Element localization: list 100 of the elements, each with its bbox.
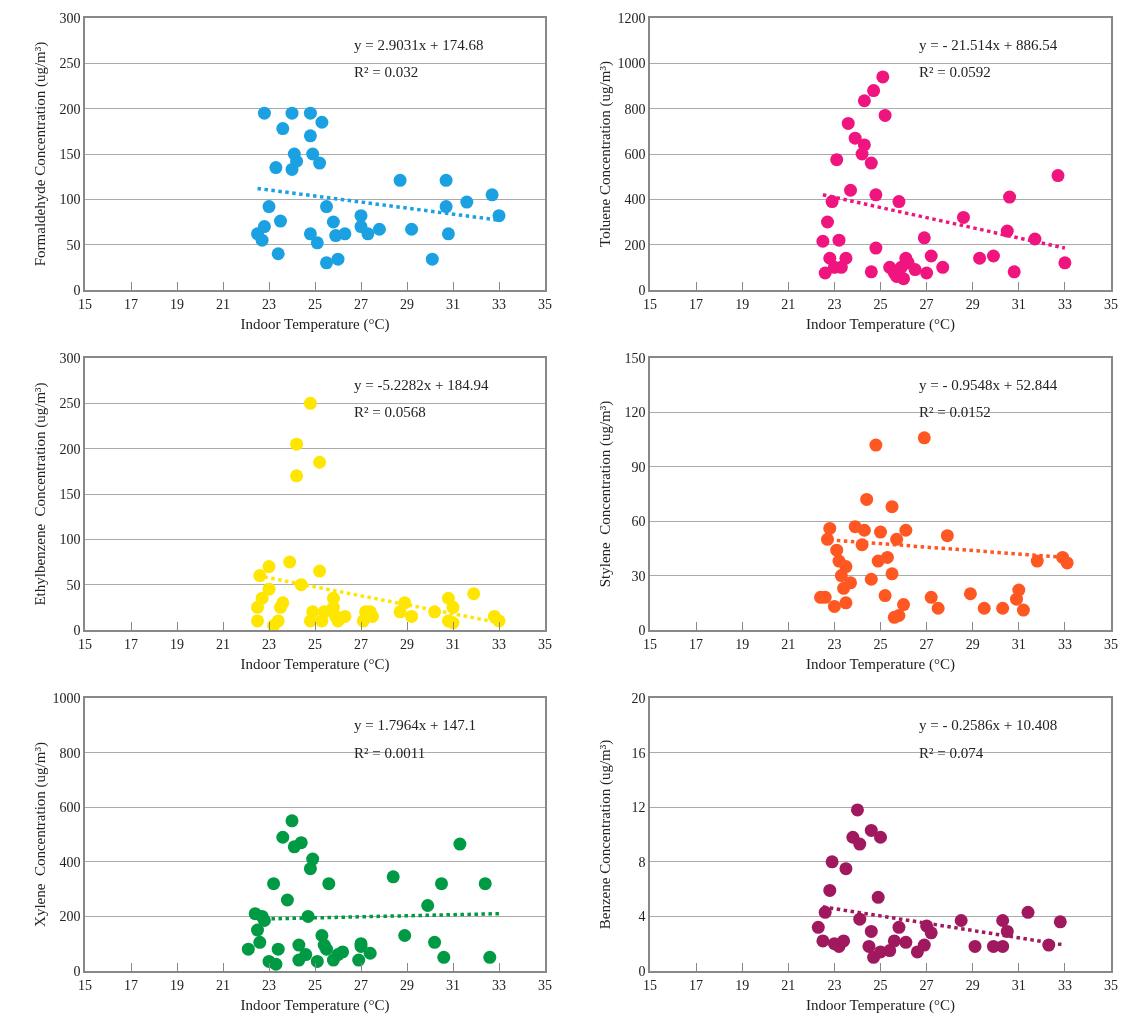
y-tick-label: 250: [59, 396, 81, 412]
x-tick-label: 29: [965, 636, 980, 652]
y-tick-label: 20: [631, 690, 646, 706]
y-tick-label: 1000: [617, 56, 646, 72]
y-tick-label: 0: [638, 963, 646, 979]
x-tick-label: 19: [735, 977, 750, 993]
y-tick-label: 12: [631, 800, 646, 816]
annotation: R² = 0.032: [354, 64, 419, 80]
x-tick-label: 19: [170, 977, 184, 993]
y-tick-label: 250: [59, 56, 81, 72]
x-tick-label: 25: [873, 636, 888, 652]
x-tick-label: 31: [1011, 977, 1026, 993]
x-tick-label: 15: [643, 296, 657, 312]
x-tick-label: 17: [124, 977, 138, 993]
x-tick-label: 33: [492, 296, 506, 312]
x-tick-label: 21: [216, 977, 230, 993]
x-tick-label: 33: [1057, 296, 1072, 312]
x-tick-label: 15: [78, 296, 92, 312]
x-tick-label: 17: [689, 636, 704, 652]
x-tick-label: 15: [643, 636, 657, 652]
y-tick-label: 90: [631, 459, 646, 475]
y-tick-label: 400: [59, 854, 81, 870]
x-tick-label: 29: [965, 296, 980, 312]
x-tick-label: 21: [216, 636, 230, 652]
annotation: R² = 0.0152: [919, 404, 991, 420]
x-tick-label: 21: [781, 636, 796, 652]
x-tick-label: 27: [919, 296, 934, 312]
y-tick-label: 400: [624, 192, 646, 208]
y-tick-label: 150: [59, 486, 81, 502]
y-tick-label: 200: [59, 909, 81, 925]
x-tick-label: 29: [965, 977, 980, 993]
y-tick-label: 100: [59, 192, 81, 208]
x-tick-label: 17: [124, 296, 138, 312]
x-tick-label: 23: [262, 977, 276, 993]
y-tick-label: 0: [73, 282, 81, 298]
x-tick-label: 25: [308, 296, 322, 312]
x-tick-label: 23: [262, 636, 276, 652]
y-tick-label: 1200: [617, 10, 646, 26]
annotation: y = - 0.9548x + 52.844: [919, 377, 1058, 393]
x-tick-label: 19: [170, 636, 184, 652]
y-axis-title: Stylene Concentration (ug/m³): [596, 400, 614, 588]
x-tick-label: 19: [735, 296, 750, 312]
y-tick-label: 150: [624, 350, 646, 366]
y-tick-label: 0: [638, 622, 646, 638]
y-tick-label: 800: [59, 745, 81, 761]
y-tick-label: 120: [624, 405, 646, 421]
annotation: R² = 0.0568: [354, 404, 426, 420]
y-tick-label: 1000: [52, 690, 81, 706]
x-tick-label: 23: [827, 296, 842, 312]
y-tick-label: 16: [631, 745, 646, 761]
x-axis-title: Indoor Temperature (°C): [806, 997, 955, 1015]
y-tick-label: 0: [73, 963, 81, 979]
y-tick-label: 100: [59, 532, 81, 548]
x-axis-title: Indoor Temperature (°C): [806, 656, 955, 674]
y-tick-label: 8: [638, 854, 646, 870]
x-tick-label: 25: [308, 977, 322, 993]
y-tick-label: 300: [59, 10, 81, 26]
y-tick-label: 30: [631, 568, 646, 584]
x-tick-label: 19: [735, 636, 750, 652]
x-tick-label: 15: [78, 636, 92, 652]
x-tick-label: 35: [538, 296, 552, 312]
annotation: y = 1.7964x + 147.1: [354, 717, 476, 733]
y-axis-title: Formaldehyde Concentration (ug/m³): [31, 41, 49, 267]
x-tick-label: 17: [689, 296, 704, 312]
y-tick-label: 50: [66, 237, 81, 253]
x-tick-label: 15: [78, 977, 92, 993]
x-tick-label: 31: [446, 296, 460, 312]
x-tick-label: 21: [216, 296, 230, 312]
y-tick-label: 4: [638, 909, 646, 925]
x-tick-label: 35: [1104, 977, 1118, 993]
x-tick-label: 35: [1104, 296, 1118, 312]
x-tick-label: 23: [827, 636, 842, 652]
annotation: R² = 0.0592: [919, 64, 991, 80]
x-axis-title: Indoor Temperature (°C): [240, 997, 390, 1015]
x-tick-label: 31: [446, 636, 460, 652]
y-tick-label: 50: [66, 577, 81, 593]
y-tick-label: 800: [624, 101, 646, 117]
x-tick-label: 33: [1057, 636, 1072, 652]
x-tick-label: 31: [1011, 296, 1026, 312]
x-tick-label: 15: [643, 977, 657, 993]
y-tick-label: 600: [624, 146, 646, 162]
x-tick-label: 33: [492, 977, 506, 993]
annotation: y = -5.2282x + 184.94: [354, 377, 489, 393]
annotation: y = 2.9031x + 174.68: [354, 37, 484, 53]
x-tick-label: 27: [919, 636, 934, 652]
x-tick-label: 17: [124, 636, 138, 652]
x-axis-title: Indoor Temperature (°C): [806, 316, 955, 334]
y-tick-label: 200: [624, 237, 646, 253]
y-tick-label: 200: [59, 441, 81, 457]
x-tick-label: 27: [354, 296, 368, 312]
x-tick-label: 33: [1057, 977, 1072, 993]
x-tick-label: 27: [354, 977, 368, 993]
x-tick-label: 29: [400, 636, 414, 652]
x-tick-label: 25: [873, 977, 888, 993]
y-tick-label: 60: [631, 514, 646, 530]
x-tick-label: 35: [538, 636, 552, 652]
x-tick-label: 31: [446, 977, 460, 993]
annotation: y = - 21.514x + 886.54: [919, 37, 1058, 53]
x-tick-label: 31: [1011, 636, 1026, 652]
x-tick-label: 21: [781, 977, 796, 993]
